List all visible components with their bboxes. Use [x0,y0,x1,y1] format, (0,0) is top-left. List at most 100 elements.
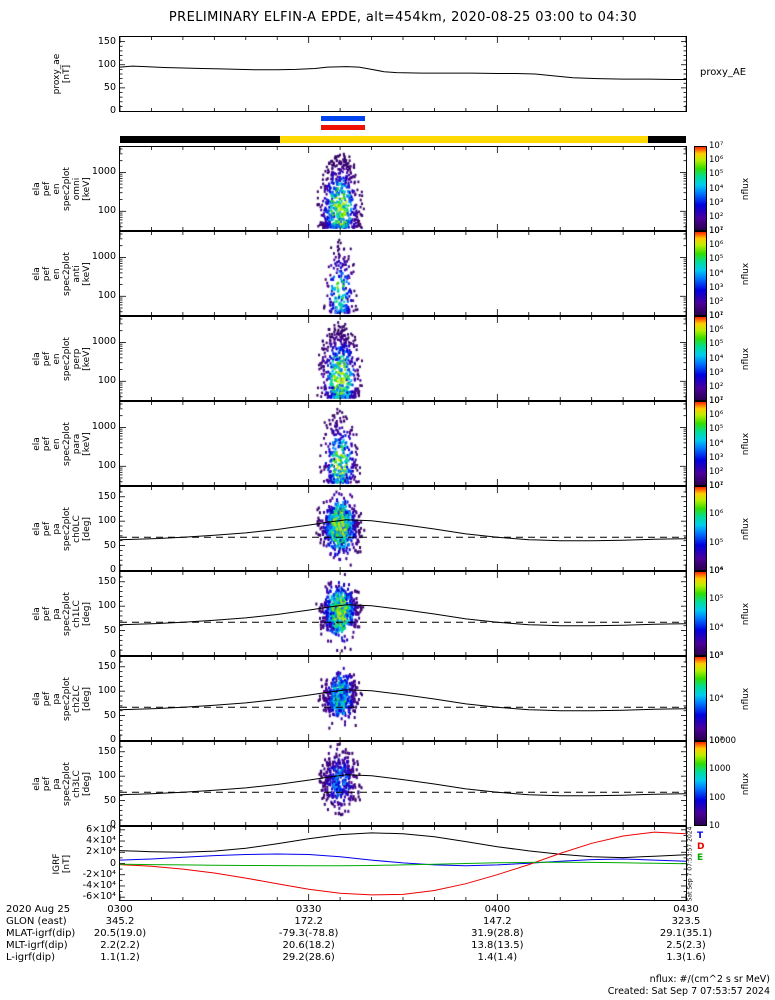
axis-value: 20.6(18.2) [282,940,335,951]
en_spec_anti-panel [119,231,687,316]
pa_spec_ch0LC-ytick-label: 150 [97,490,116,502]
proxy_ae-ytick-label: 50 [103,81,116,93]
axis-value: 323.5 [671,916,701,927]
en_spec_perp-colorbar-tick: 10² [709,381,724,392]
axis-value: 2.2(2.2) [100,940,140,951]
igrf-ytick-label: 4×10⁴ [86,835,116,847]
en_spec_perp-ytick-label: 1000 [91,336,116,348]
igrf-panel [119,826,687,901]
axis-row-label-2: MLAT-igrf(dip) [6,928,76,939]
en_spec_perp-ylabel: ela pef en spec2plot perp [keV] [31,336,93,381]
pa_spec_ch2LC-colorbar-title: nflux [741,687,751,710]
pa_spec_ch1LC-colorbar-tick: 10⁴ [709,622,724,633]
pa_spec_ch2LC-spectrogram-canvas [120,657,686,740]
en_spec_omni-colorbar-tick: 10² [709,211,724,222]
proxy_ae-panel [119,36,687,112]
en_spec_perp-spectrogram-canvas [120,317,686,400]
pa_spec_ch0LC-spectrogram-canvas [120,487,686,570]
created-timestamp: Created: Sat Sep 7 07:53:57 2024 [607,986,770,997]
en_spec_para-ytick-label: 1000 [91,421,116,433]
pa_spec_ch1LC-panel [119,571,687,656]
pa_spec_ch3LC-ytick-label: 150 [97,745,116,757]
pa_spec_ch1LC-colorbar-tick: 10⁶ [709,566,724,576]
igrf-series-letter-E: E [697,853,704,863]
pa_spec_ch2LC-ytick-label: 0 [109,734,116,745]
pa_spec_ch1LC-ytick-label: 100 [97,600,116,612]
axis-value: 0400 [484,904,511,915]
en_spec_omni-ylabel: ela pef en spec2plot omni [keV] [31,166,93,211]
pa_spec_ch1LC-spectrogram-canvas [120,572,686,655]
pa_spec_ch1LC-colorbar [694,571,707,656]
proxy_ae-ytick-label: 100 [97,58,116,70]
axis-value: -79.3(-78.8) [278,928,339,939]
pa_spec_ch3LC-colorbar-title: nflux [741,772,751,795]
pa_spec_ch1LC-ytick-label: 150 [97,575,116,587]
pa_spec_ch2LC-colorbar [694,656,707,741]
en_spec_omni-ytick-label: 100 [97,205,116,217]
axis-value: 1.3(1.6) [666,952,706,963]
pa_spec_ch0LC-colorbar-title: nflux [741,517,751,540]
pa_spec_ch2LC-ytick-label: 100 [97,685,116,697]
en_spec_anti-ytick-label: 100 [97,290,116,302]
en_spec_omni-colorbar-tick: 10⁴ [709,183,724,194]
en_spec_anti-colorbar-title: nflux [741,262,751,285]
en_spec_anti-colorbar-tick: 10⁷ [709,226,724,236]
axis-value: 13.8(13.5) [471,940,524,951]
pa_spec_ch2LC-panel [119,656,687,741]
pa_spec_ch3LC-colorbar-tick: 100 [709,792,726,803]
axis-value: 0300 [107,904,133,915]
en_spec_para-colorbar-tick: 10⁵ [709,424,724,435]
igrf-ytick-label: -4×10⁴ [82,879,116,891]
proxy_ae-ytick-label: 150 [97,35,116,47]
pa_spec_ch3LC-ytick-label: 0 [109,819,116,830]
en_spec_omni-colorbar-tick: 10⁶ [709,155,724,166]
pa_spec_ch3LC-colorbar-tick: 1000 [709,764,731,775]
en_spec_anti-colorbar-tick: 10¹ [709,311,724,321]
axis-value: 0430 [673,904,699,915]
igrf-ytick-label: -2×10⁴ [82,868,116,880]
red-bar [321,125,366,130]
en_spec_anti-colorbar-tick: 10² [709,296,724,307]
pa_spec_ch0LC-colorbar [694,486,707,571]
black-yellow-bar [280,136,649,143]
en_spec_anti-colorbar-tick: 10⁴ [709,268,724,279]
axis-value: 29.2(28.6) [282,952,335,963]
en_spec_perp-colorbar [694,316,707,401]
pa_spec_ch2LC-ytick-label: 150 [97,660,116,672]
en_spec_para-colorbar-title: nflux [741,432,751,455]
igrf-ytick-label: 2×10⁴ [86,846,116,858]
pa_spec_ch3LC-colorbar-tick: 10000 [709,736,737,746]
en_spec_perp-colorbar-title: nflux [741,347,751,370]
pa_spec_ch0LC-panel [119,486,687,571]
pa_spec_ch0LC-colorbar-tick: 10⁵ [709,537,724,548]
pa_spec_ch1LC-ylabel: ela pef pa spec2plot ch1LC [deg] [31,591,93,636]
axis-value: 1.1(1.2) [100,952,140,963]
pa_spec_ch3LC-colorbar-tick: 10 [709,821,720,831]
igrf-series-letter-T: T [697,831,704,841]
proxy-ae-right-label: proxy_AE [700,67,747,78]
en_spec_perp-ytick-label: 100 [97,375,116,387]
en_spec_perp-colorbar-tick: 10³ [709,367,724,378]
axis-value: 172.2 [294,916,323,927]
axis-row-label-4: L-igrf(dip) [6,952,56,963]
pa_spec_ch2LC-colorbar-tick: 10⁴ [709,693,724,704]
proxy_ae-ytick-label: 0 [109,105,116,116]
pa_spec_ch3LC-panel [119,741,687,826]
pa_spec_ch0LC-ytick-label: 50 [103,539,116,551]
en_spec_omni-colorbar-tick: 10⁷ [709,141,724,151]
pa_spec_ch3LC-spectrogram-canvas [120,742,686,825]
axis-value: 31.9(28.8) [471,928,524,939]
axis-value: 29.1(35.1) [659,928,713,939]
pa_spec_ch1LC-ytick-label: 0 [109,649,116,660]
axis-value: 147.2 [483,916,512,927]
nflux-units-note: nflux: #/(cm^2 s sr MeV) [649,974,770,985]
en_spec_perp-colorbar-tick: 10⁷ [709,311,724,321]
pa_spec_ch3LC-ytick-label: 100 [97,770,116,782]
igrf-ylabel: IGRF [nT] [51,852,72,875]
axis-value: 0330 [295,904,322,915]
en_spec_para-colorbar-tick: 10¹ [709,481,724,491]
en_spec_omni-colorbar [694,146,707,231]
en_spec_anti-ylabel: ela pef en spec2plot anti [keV] [31,251,93,296]
black-yellow-bar [648,136,686,143]
